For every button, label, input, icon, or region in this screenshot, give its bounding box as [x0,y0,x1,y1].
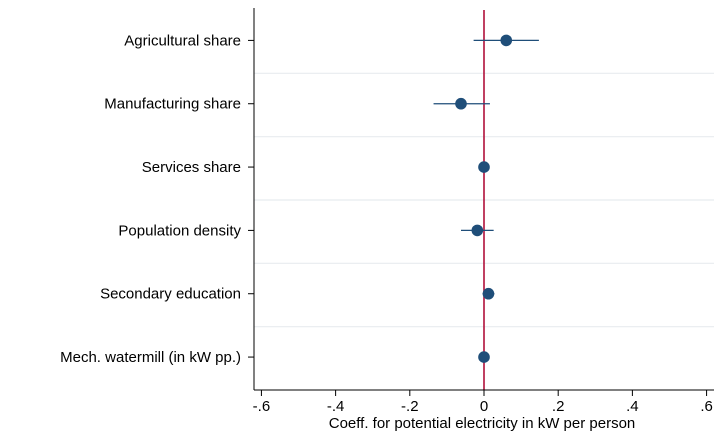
coefficient-points [455,34,513,363]
category-label: Manufacturing share [104,96,241,113]
x-tick-label: .2 [552,398,565,415]
axes [248,8,714,396]
x-axis-title: Coeff. for potential electricity in kW p… [329,415,636,432]
confidence-intervals [433,39,539,358]
x-tick-label: -.4 [327,398,345,415]
coefficient-point [471,224,484,237]
category-label: Agricultural share [124,32,241,49]
coefficient-point [482,287,495,300]
category-label: Services share [142,159,241,176]
coefficient-point [500,34,513,47]
coefficient-point [478,351,490,363]
x-tick-label: .6 [700,398,713,415]
category-labels: Agricultural share Manufacturing share Ser… [60,32,241,366]
category-label: Mech. watermill (in kW pp.) [60,349,241,366]
x-tick-label: .4 [626,398,639,415]
category-label: Population density [118,222,241,239]
x-tick-labels: -.6 -.4 -.2 0 .2 .4 .6 [253,398,713,415]
coefficient-point [455,97,467,110]
x-tick-label: -.6 [253,398,271,415]
coefficient-point [478,161,490,173]
category-label: Secondary education [100,286,241,303]
x-tick-label: -.2 [401,398,419,415]
x-tick-label: 0 [480,398,488,415]
